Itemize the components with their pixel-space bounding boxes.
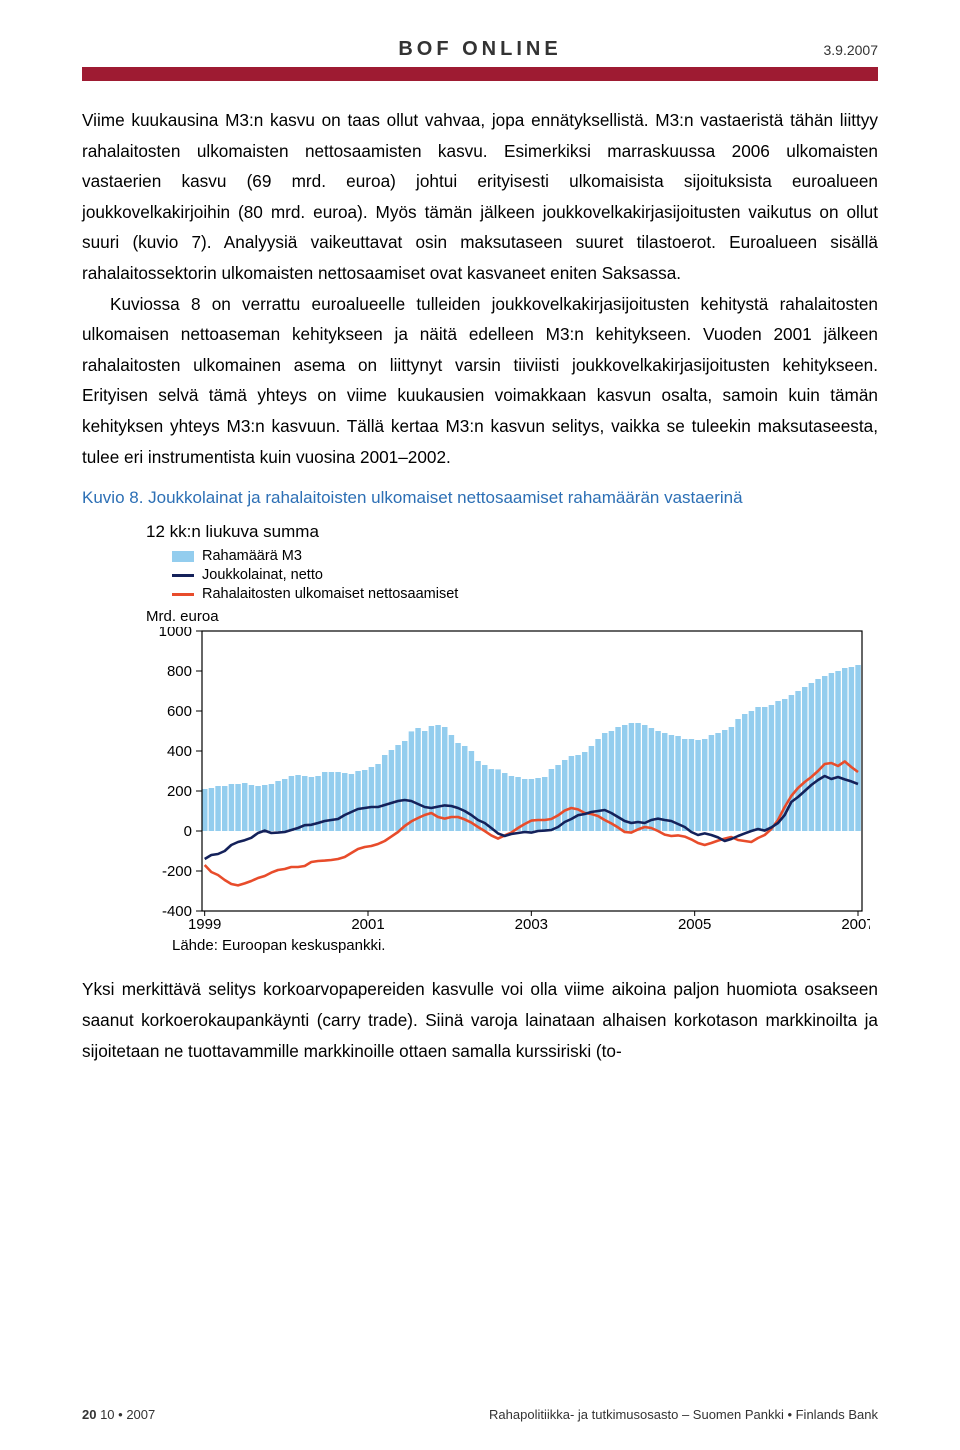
- paragraph-3: Yksi merkittävä selitys korkoarvopaperei…: [82, 974, 878, 1066]
- publication-title: BOF ONLINE: [398, 38, 561, 61]
- legend-swatch: [172, 593, 194, 596]
- legend-swatch: [172, 574, 194, 577]
- legend-title: 12 kk:n liukuva summa: [146, 522, 878, 542]
- publication-date: 3.9.2007: [824, 42, 879, 58]
- legend-label: Rahamäärä M3: [202, 548, 302, 564]
- paragraph-2: Kuviossa 8 on verrattu euroalueelle tull…: [82, 289, 878, 473]
- figure-caption: Kuvio 8. Joukkolainat ja rahalaitoisten …: [82, 488, 878, 508]
- page-number: 20: [82, 1407, 96, 1422]
- svg-text:2005: 2005: [678, 916, 711, 933]
- svg-text:0: 0: [184, 823, 192, 840]
- legend: Rahamäärä M3 Joukkolainat, netto Rahalaito…: [146, 548, 878, 602]
- y-axis-unit: Mrd. euroa: [146, 608, 878, 625]
- legend-item: Joukkolainat, netto: [146, 567, 878, 583]
- red-divider: [82, 67, 878, 81]
- legend-item: Rahamäärä M3: [146, 548, 878, 564]
- svg-text:2003: 2003: [515, 916, 548, 933]
- page-header: BOF ONLINE 3.9.2007: [82, 0, 878, 67]
- footer-issue: 10 • 2007: [96, 1407, 155, 1422]
- legend-swatch: [172, 551, 194, 562]
- legend-label: Rahalaitosten ulkomaiset nettosaamiset: [202, 586, 458, 602]
- svg-text:2001: 2001: [351, 916, 384, 933]
- page-footer: 20 10 • 2007 Rahapolitiikka- ja tutkimus…: [82, 1407, 878, 1422]
- svg-text:-200: -200: [162, 863, 192, 880]
- chart-source: Lähde: Euroopan keskuspankki.: [146, 937, 878, 954]
- svg-text:600: 600: [167, 703, 192, 720]
- chart-block: 12 kk:n liukuva summa Rahamäärä M3 Joukko…: [82, 522, 878, 954]
- body-text-after: Yksi merkittävä selitys korkoarvopaperei…: [82, 974, 878, 1066]
- svg-text:400: 400: [167, 743, 192, 760]
- svg-text:1000: 1000: [159, 627, 192, 640]
- chart-svg: 10008006004002000-200-400199920012003200…: [146, 627, 870, 935]
- paragraph-1: Viime kuukausina M3:n kasvu on taas ollu…: [82, 105, 878, 289]
- svg-text:200: 200: [167, 783, 192, 800]
- legend-label: Joukkolainat, netto: [202, 567, 323, 583]
- footer-left: 20 10 • 2007: [82, 1407, 155, 1422]
- svg-text:1999: 1999: [188, 916, 221, 933]
- svg-text:800: 800: [167, 663, 192, 680]
- svg-text:2007: 2007: [841, 916, 870, 933]
- footer-right: Rahapolitiikka- ja tutkimusosasto – Suom…: [489, 1407, 878, 1422]
- legend-item: Rahalaitosten ulkomaiset nettosaamiset: [146, 586, 878, 602]
- body-text: Viime kuukausina M3:n kasvu on taas ollu…: [82, 105, 878, 472]
